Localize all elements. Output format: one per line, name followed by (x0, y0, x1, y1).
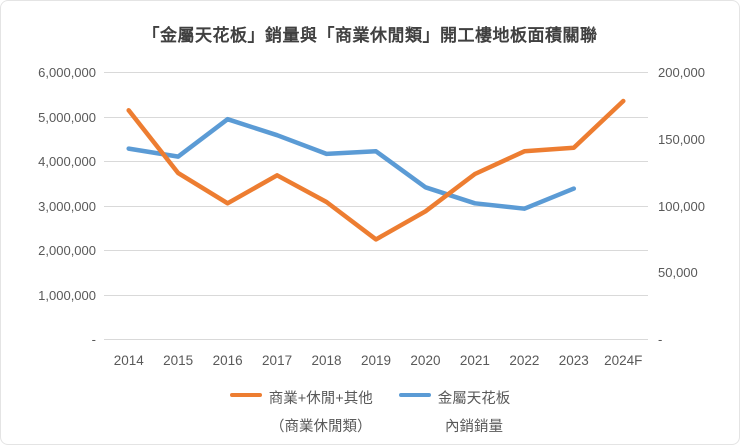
y-axis-left-tick: 6,000,000 (38, 65, 96, 80)
x-axis-tick: 2020 (410, 353, 441, 368)
gridline (104, 72, 648, 73)
legend-item: 商業+休閒+其他 （商業休閒類） (229, 385, 373, 441)
x-axis-tick: 2017 (262, 353, 293, 368)
legend-line-swatch (229, 393, 262, 397)
gridline (104, 250, 648, 251)
y-axis-left-tick: 3,000,000 (38, 198, 96, 214)
legend: 商業+休閒+其他 （商業休閒類） 金屬天花板內銷銷量 (1, 385, 739, 441)
x-axis-tick: 2018 (311, 353, 342, 368)
x-axis-tick: 2019 (360, 353, 392, 368)
legend-line-swatch (398, 393, 431, 397)
y-axis-left-tick: - (91, 332, 96, 347)
x-axis-tick: 2022 (509, 353, 540, 368)
legend-label-line2: （商業休閒類） (270, 419, 372, 435)
y-axis-left-tick: 5,000,000 (38, 109, 96, 125)
legend-label: 金屬天花板 內銷銷量 (438, 385, 511, 441)
x-axis-tick: 2023 (558, 353, 589, 368)
y-axis-right-tick: 100,000 (658, 198, 705, 214)
legend-item: 金屬天花板 內銷銷量 (398, 385, 511, 441)
x-axis-tick: 2024F (604, 353, 643, 368)
legend-label: 商業+休閒+其他 （商業休閒類） (269, 385, 373, 441)
gridline (104, 161, 648, 162)
legend-label-line1: 商業+休閒+其他 (268, 391, 373, 407)
y-axis-left-tick: 1,000,000 (38, 287, 96, 303)
y-axis-right-tick: 50,000 (658, 265, 698, 281)
x-axis-tick: 2016 (212, 353, 243, 368)
x-axis-tick: 2014 (113, 353, 144, 368)
x-axis-tick: 2015 (163, 353, 194, 368)
y-axis-right-tick: 150,000 (658, 131, 705, 147)
y-axis-left-tick: 2,000,000 (38, 243, 96, 258)
y-axis-right-tick: 200,000 (658, 65, 705, 80)
gridline (104, 116, 648, 118)
legend-label-line2: 內銷銷量 (444, 419, 503, 435)
series-line-金屬天花板 (126, 116, 577, 211)
y-axis-left-tick: 4,000,000 (38, 154, 96, 169)
gridline (104, 205, 648, 207)
chart-title: 「金屬天花板」銷量與「商業休閒類」開工樓地板面積關聯 (142, 26, 598, 45)
y-axis-right-tick: - (658, 332, 663, 347)
gridline (104, 339, 648, 340)
x-axis-tick: 2021 (459, 353, 490, 368)
series-line-商業+休閒+其他 (126, 98, 626, 242)
gridline (104, 294, 648, 296)
legend-label-line1: 金屬天花板 (437, 391, 511, 407)
